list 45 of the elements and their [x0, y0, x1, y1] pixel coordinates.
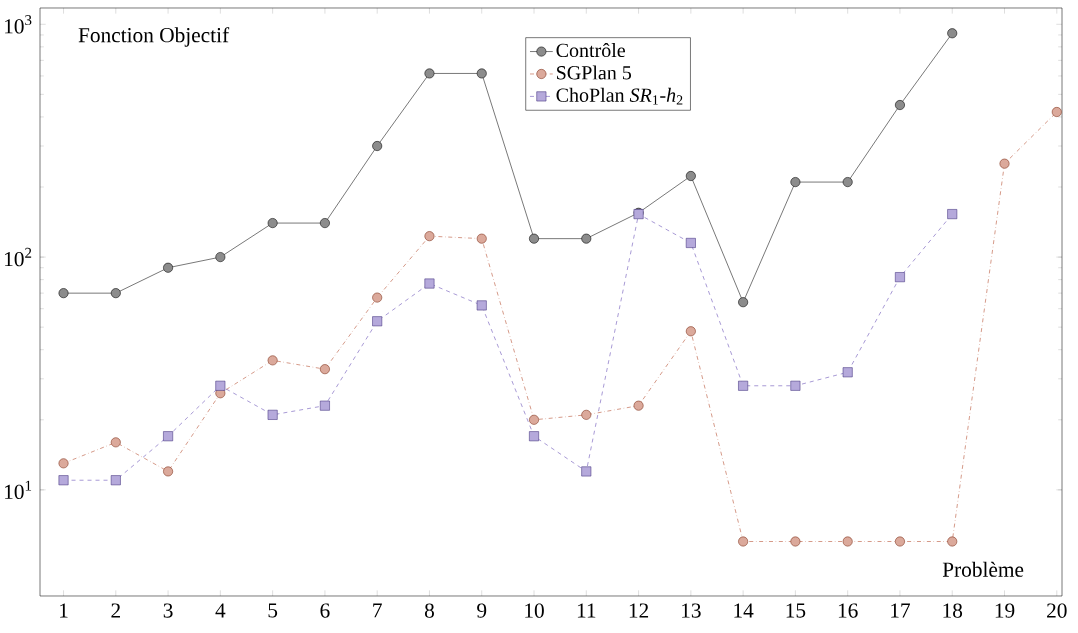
- x-tick-label: 4: [215, 603, 226, 618]
- point: [790, 177, 801, 188]
- x-axis-title: Problème: [942, 561, 1024, 577]
- x-tick-label: 5: [268, 603, 278, 618]
- x-tick-label: 13: [682, 603, 701, 618]
- x-tick-label: 6: [320, 603, 330, 618]
- x-tick-label: 10: [525, 603, 544, 618]
- y-tick-label: 10$^{1}$: [5, 480, 32, 500]
- legend-label: Contrôle: [556, 43, 625, 58]
- point: [685, 171, 696, 181]
- x-tick-label: 2: [111, 603, 120, 618]
- x-tick-label: 15: [786, 603, 806, 618]
- point: [842, 177, 853, 188]
- x-tick-label: 1: [60, 603, 68, 618]
- point: [738, 297, 749, 308]
- x-tick-label: 9: [477, 603, 487, 618]
- point: [267, 218, 278, 228]
- point: [529, 233, 539, 244]
- point: [58, 288, 69, 299]
- y-tick-label: 10$^{2}$: [5, 247, 32, 267]
- y-axis-title: Fonction Objectif: [78, 27, 230, 47]
- point: [163, 262, 174, 273]
- legend-label: SGPlan 5: [557, 65, 632, 80]
- y-tick-label: 10$^{3}$: [5, 15, 32, 34]
- x-tick-label: 7: [373, 603, 382, 618]
- x-tick-label: 16: [838, 603, 858, 618]
- point: [895, 100, 905, 110]
- x-tick-label: 20: [1047, 603, 1067, 618]
- point: [476, 68, 487, 79]
- x-tick-label: 12: [629, 603, 649, 618]
- x-tick-label: 14: [734, 603, 754, 618]
- point: [110, 288, 121, 299]
- point: [947, 28, 958, 39]
- point: [581, 233, 592, 244]
- x-tick-label: 18: [943, 603, 963, 618]
- x-tick-label: 19: [995, 603, 1015, 618]
- legend-label: ChoPlan SR$_{1}$-h$_{2}$: [556, 87, 683, 105]
- x-tick-label: 17: [891, 603, 911, 618]
- point: [372, 141, 383, 151]
- x-tick-label: 11: [577, 603, 596, 618]
- x-tick-label: 8: [424, 603, 434, 618]
- point: [424, 68, 435, 79]
- x-tick-label: 3: [163, 603, 173, 618]
- point: [319, 218, 330, 228]
- point: [215, 252, 226, 263]
